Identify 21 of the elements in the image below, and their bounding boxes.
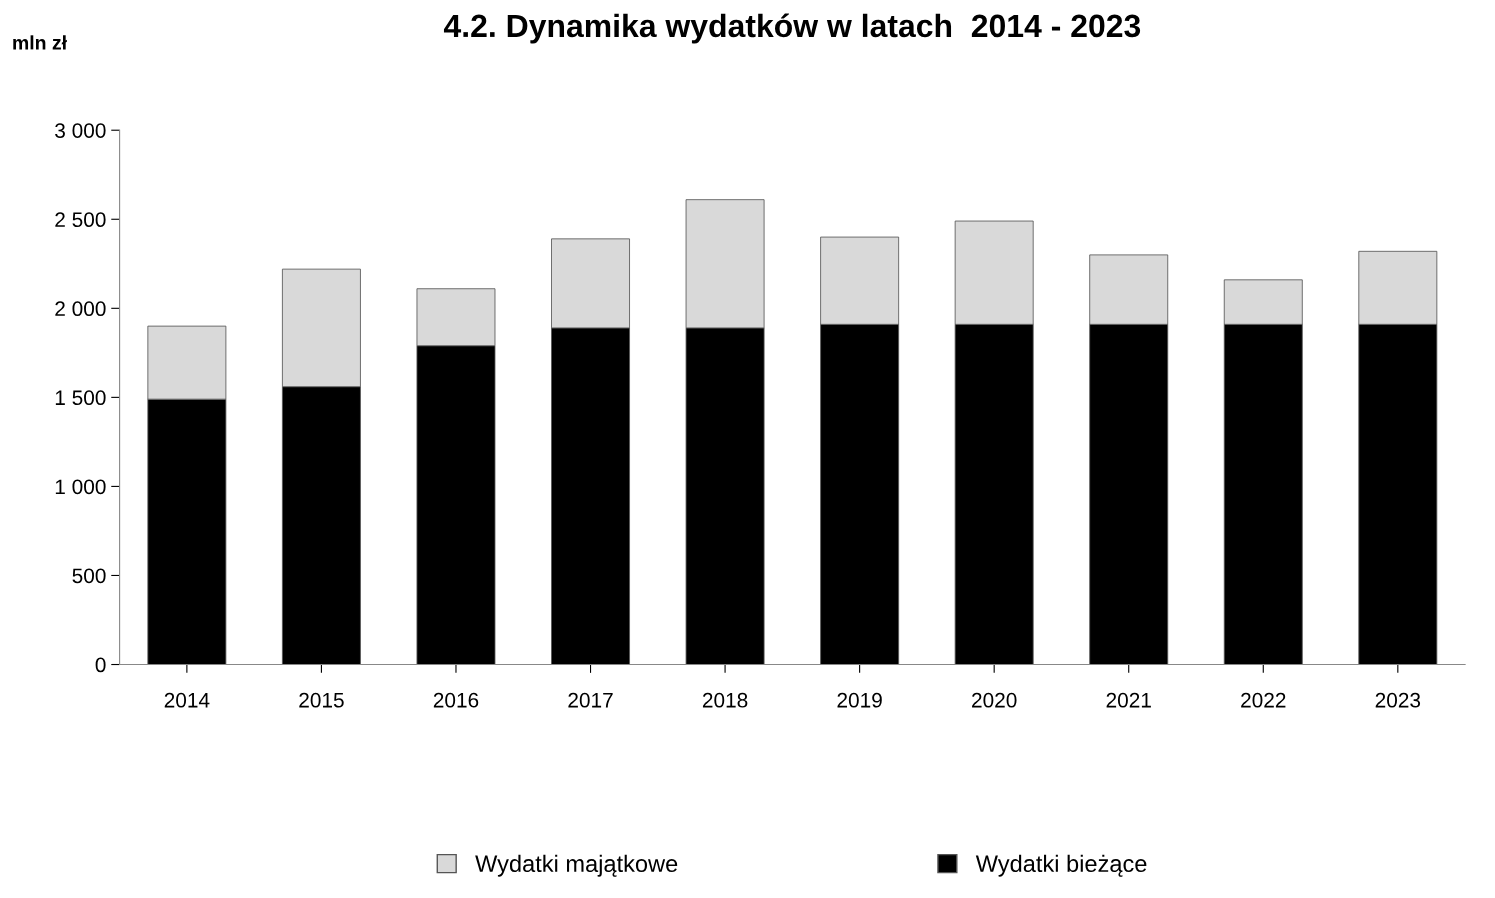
- x-tick-label: 2019: [837, 692, 882, 708]
- legend-label: Wydatki bieżące: [975, 854, 1147, 877]
- legend-label: Wydatki majątkowe: [475, 854, 678, 877]
- y-tick-label: 1 500: [55, 390, 106, 406]
- y-tick-label: 3 000: [55, 123, 106, 138]
- x-tick-label: 2018: [702, 692, 748, 708]
- y-tick-label: 2 000: [55, 301, 106, 317]
- x-tick-label: 2021: [1106, 692, 1151, 708]
- x-tick-label: 2016: [433, 692, 479, 708]
- y-tick-label: 1 000: [55, 479, 106, 495]
- x-tick-label: 2022: [1241, 692, 1286, 708]
- x-tick-label: 2017: [568, 692, 613, 708]
- x-tick-label: 2015: [299, 692, 344, 708]
- y-tick-label: 2 500: [55, 212, 106, 228]
- y-tick-label: 500: [72, 568, 106, 584]
- x-tick-label: 2014: [164, 692, 210, 708]
- x-tick-label: 2020: [972, 692, 1017, 708]
- x-tick-label: 2023: [1375, 692, 1421, 708]
- y-axis-title: mln zł: [13, 35, 67, 50]
- chart-title: 4.2. Dynamika wydatków w latach 2014 - 2023: [443, 13, 1141, 44]
- y-tick-label: 0: [95, 657, 106, 673]
